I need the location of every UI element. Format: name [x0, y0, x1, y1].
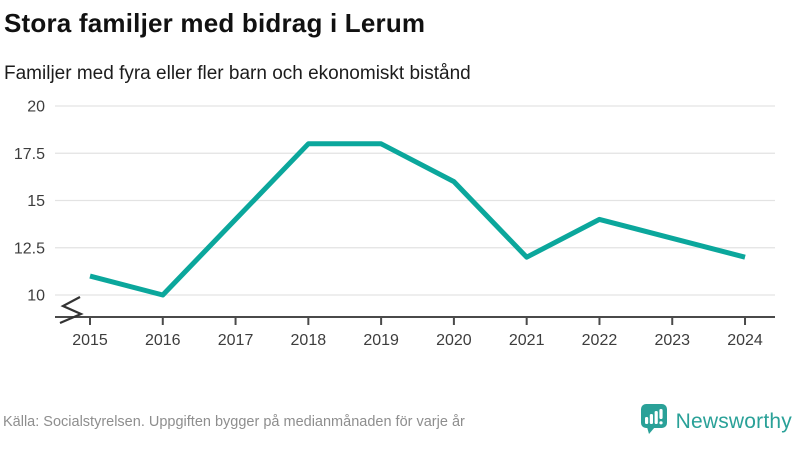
y-tick-label: 17.5: [14, 146, 45, 163]
y-tick-label: 10: [27, 288, 45, 305]
x-tick-label: 2015: [72, 332, 108, 349]
x-tick-label: 2017: [218, 332, 254, 349]
x-tick-label: 2019: [363, 332, 399, 349]
chart-subtitle: Familjer med fyra eller fler barn och ek…: [4, 63, 471, 84]
newsworthy-logo[interactable]: Newsworthy: [639, 403, 792, 440]
x-tick-label: 2021: [509, 332, 545, 349]
x-tick-label: 2020: [436, 332, 472, 349]
newsworthy-wordmark: Newsworthy: [675, 409, 792, 433]
data-line: [89, 141, 746, 298]
y-axis-break-icon: [59, 296, 84, 325]
source-note: Källa: Socialstyrelsen. Uppgiften bygger…: [3, 413, 465, 430]
x-tick-label: 2018: [291, 332, 327, 349]
x-tick-label: 2024: [727, 332, 763, 349]
newsworthy-speech-bubble-barchart-icon: [639, 403, 669, 440]
y-tick-label: 15: [27, 193, 45, 210]
x-tick-label: 2022: [582, 332, 618, 349]
y-tick-label: 12.5: [14, 240, 45, 257]
chart-header: Stora familjer med bidrag i Lerum Familj…: [0, 0, 800, 85]
y-tick-label: 20: [27, 99, 45, 116]
line-chart: 20 17.5 15 12.5 10 2015 2016 2017 2018 2019 2020 20…: [0, 85, 800, 403]
chart-title: Stora familjer med bidrag i Lerum: [4, 8, 426, 38]
x-tick-label: 2023: [654, 332, 690, 349]
chart-footer: Källa: Socialstyrelsen. Uppgiften bygger…: [0, 403, 800, 450]
line-chart-svg: 20 17.5 15 12.5 10 2015 2016 2017 2018 2019 2020 20…: [14, 99, 775, 349]
x-tick-label: 2016: [145, 332, 181, 349]
